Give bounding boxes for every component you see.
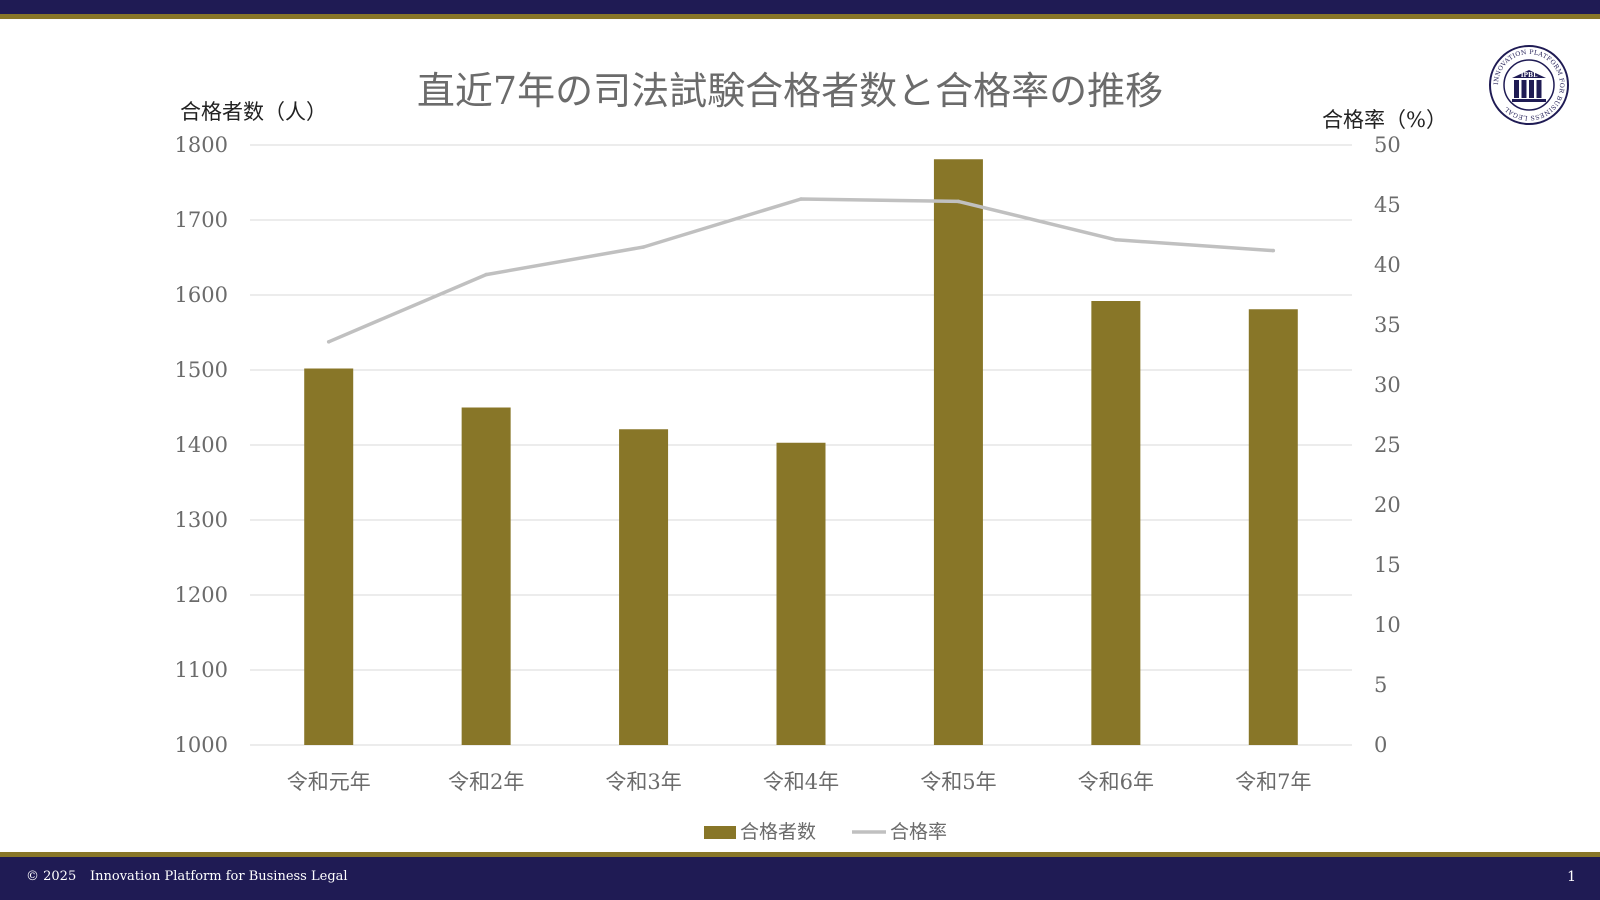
footer-copyright: © 2025 [26,869,77,884]
bar [1248,309,1298,745]
x-tick-label: 令和3年 [605,770,681,794]
y-tick-label-left: 1600 [175,283,228,307]
y-tick-label-right: 25 [1374,433,1401,457]
y-tick-label-right: 5 [1374,673,1387,697]
bar [776,442,826,745]
y-tick-label-right: 0 [1374,733,1387,757]
y-tick-label-right: 30 [1374,373,1401,397]
y-axis-right-title: 合格率（%） [1322,108,1447,132]
top-gold-stripe [0,14,1600,19]
legend-label-line: 合格率 [890,821,947,843]
x-tick-label: 令和2年 [448,770,524,794]
legend-label-bar: 合格者数 [740,821,816,843]
logo-emblem-text: IPBL [1521,72,1538,79]
bar [304,368,354,745]
x-tick-label: 令和6年 [1078,770,1154,794]
bar [461,407,511,745]
bar [619,429,669,745]
rate-point [956,199,961,204]
page-number: 1 [1567,869,1576,885]
x-tick-label: 令和5年 [920,770,996,794]
x-tick-label: 令和元年 [287,770,371,794]
y-tick-label-left: 1700 [175,208,228,232]
y-tick-label-right: 15 [1374,553,1401,577]
bar [933,159,983,745]
y-tick-label-left: 1100 [175,658,228,682]
rate-point [326,340,331,344]
y-tick-label-right: 35 [1374,313,1401,337]
y-tick-label-left: 1400 [175,433,228,457]
top-navy-band [0,0,1600,14]
y-tick-label-left: 1000 [175,733,228,757]
y-tick-label-right: 50 [1374,133,1401,157]
bottom-gold-stripe [0,852,1600,857]
x-tick-label: 令和7年 [1235,770,1311,794]
rate-point [641,245,646,249]
rate-point [484,272,488,277]
rate-point [799,197,803,201]
legend-swatch-bar [704,826,736,839]
y-tick-label-right: 20 [1374,493,1401,517]
x-tick-label: 令和4年 [763,770,839,794]
y-tick-label-right: 10 [1374,613,1401,637]
y-axis-left-title: 合格者数（人） [180,100,327,124]
columns-emblem-icon: INNOVATION PLATFORM FOR BUSINESS LEGAL I… [1489,45,1569,125]
bar [1091,301,1141,745]
chart-title: 直近7年の司法試験合格者数と合格率の推移 [416,69,1164,113]
rate-point [1271,248,1276,253]
y-tick-label-left: 1500 [175,358,228,382]
y-tick-label-right: 45 [1374,193,1401,217]
y-tick-label-left: 1200 [175,583,228,607]
y-tick-label-left: 1300 [175,508,228,532]
y-tick-label-left: 1800 [175,133,228,157]
footer-bar [0,857,1600,900]
rate-point [1114,238,1118,242]
footer-organization: Innovation Platform for Business Legal [90,869,348,884]
y-tick-label-right: 40 [1374,253,1401,277]
